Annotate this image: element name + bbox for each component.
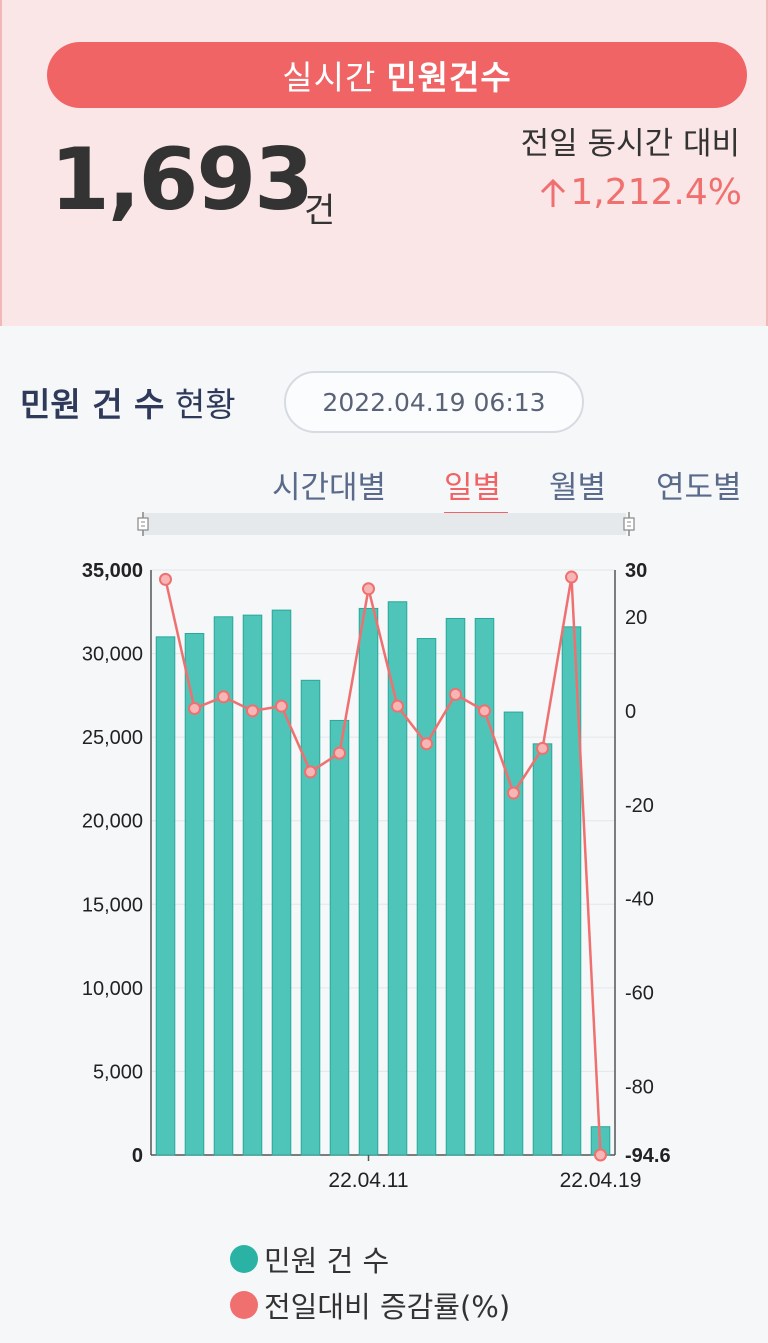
bar: [445, 617, 466, 1156]
complaints-chart: 0 5,000 10,000 15,000 20,000 25,000 30,000 35,0…: [82, 560, 671, 1192]
compare-label: 전일 동시간 대비: [520, 126, 740, 162]
bar: [242, 614, 263, 1156]
left-axis-tick-label: 10,000: [82, 978, 143, 1000]
legend-swatch-count: [230, 1245, 258, 1273]
section-title: 민원 건 수 현황: [20, 378, 236, 426]
bar: [358, 607, 379, 1156]
section-title-bold: 민원 건 수: [20, 385, 165, 424]
bar: [416, 638, 437, 1156]
arrow-up-icon: [541, 178, 566, 207]
bar: [213, 616, 234, 1156]
complaint-count: 1,693: [50, 130, 314, 230]
left-axis-tick-label: 0: [132, 1145, 143, 1167]
left-axis-tick-label: 30,000: [82, 644, 143, 666]
rate-point: [275, 699, 288, 713]
left-axis-tick-label: 15,000: [82, 894, 143, 916]
rate-point: [420, 737, 433, 751]
realtime-summary-panel: 실시간 민원건수 1,693 건 전일 동시간 대비 1,212.4%: [0, 0, 768, 326]
bar: [561, 626, 582, 1156]
bar: [532, 743, 553, 1156]
rate-point: [333, 746, 346, 760]
rate-point: [565, 570, 578, 584]
x-axis-tick-label: 22.04.19: [560, 1169, 642, 1192]
rate-point: [159, 572, 172, 586]
tab-monthly[interactable]: 월별: [549, 470, 607, 506]
left-axis-tick-label: 35,000: [82, 560, 143, 582]
rate-point: [217, 690, 230, 704]
right-axis-tick-label: 30: [625, 560, 647, 582]
realtime-title-banner: 실시간 민원건수: [47, 42, 747, 108]
range-handle-left-icon[interactable]: [136, 510, 150, 538]
rate-line: [164, 576, 602, 1156]
right-axis-tick-label: -94.6: [625, 1145, 671, 1167]
banner-title-bold: 민원건수: [386, 58, 512, 97]
bar: [503, 711, 524, 1156]
right-axis-tick-label: -80: [625, 1076, 654, 1098]
left-axis-tick-label: 5,000: [93, 1061, 143, 1083]
banner-title-light: 실시간: [282, 58, 377, 97]
tab-hourly[interactable]: 시간대별: [272, 470, 387, 506]
rate-point: [449, 687, 462, 701]
count-unit: 건: [304, 191, 336, 231]
rate-point: [478, 704, 491, 718]
x-axis-tick-label: 22.04.11: [328, 1169, 408, 1192]
rate-point: [594, 1148, 607, 1162]
rate-point: [362, 582, 375, 596]
legend-swatch-rate: [230, 1291, 258, 1319]
bar: [329, 719, 350, 1156]
rate-point: [536, 741, 549, 755]
rate-point: [304, 765, 317, 779]
legend-label-rate: 전일대비 증감률(%): [264, 1290, 511, 1324]
rate-point: [246, 704, 259, 718]
tab-yearly[interactable]: 연도별: [656, 470, 742, 506]
section-title-light: 현황: [174, 385, 236, 424]
legend-item-count[interactable]: 민원 건 수: [230, 1238, 389, 1280]
legend-label-count: 민원 건 수: [264, 1244, 390, 1278]
bar: [474, 617, 495, 1156]
right-axis-tick-label: 20: [625, 607, 647, 629]
tab-daily[interactable]: 일별: [444, 470, 502, 506]
rate-point: [507, 786, 520, 800]
bar: [184, 633, 205, 1156]
right-axis-tick-label: -60: [625, 983, 654, 1005]
right-axis-tick-label: 0: [625, 701, 636, 723]
timestamp-text: 2022.04.19 06:13: [322, 387, 546, 417]
left-axis-tick-label: 20,000: [82, 811, 143, 833]
rate-point: [391, 699, 404, 713]
compare-percentage: 1,212.4%: [570, 172, 742, 213]
bar: [155, 636, 176, 1156]
compare-value: 1,212.4%: [540, 172, 742, 213]
bar: [300, 679, 321, 1156]
bar: [271, 609, 292, 1156]
legend-item-rate[interactable]: 전일대비 증감률(%): [230, 1284, 510, 1326]
right-axis-tick-label: -40: [625, 889, 654, 911]
left-axis-tick-label: 25,000: [82, 727, 143, 749]
chart-range-scrollbar[interactable]: [142, 513, 626, 535]
timestamp-badge: 2022.04.19 06:13: [284, 371, 584, 433]
rate-point: [188, 702, 201, 716]
range-handle-right-icon[interactable]: [622, 510, 636, 538]
right-axis-tick-label: -20: [625, 795, 654, 817]
bar: [387, 601, 408, 1156]
